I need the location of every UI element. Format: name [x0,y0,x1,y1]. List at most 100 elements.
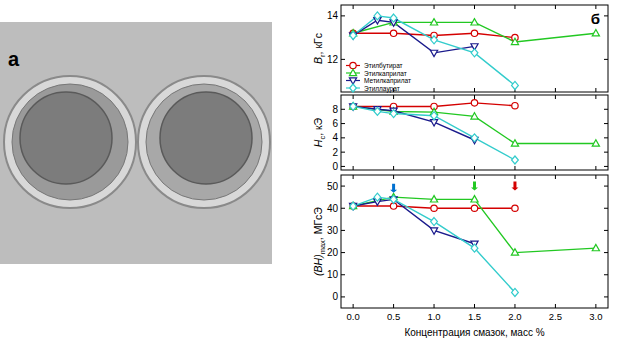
y-tick [341,230,345,231]
data-point [471,49,478,57]
y-tick-right [604,252,608,253]
data-point [430,196,437,202]
x-tick-label: 2.0 [508,311,521,322]
y-tick-label: 20 [327,247,339,258]
arrow [511,182,518,191]
plot-frame [341,175,608,308]
x-tick-top [393,175,394,179]
x-tick-top [555,175,556,179]
data-point [431,36,438,44]
x-tick-top [393,95,394,99]
data-point [471,100,477,106]
x-tick [514,166,515,170]
data-point [592,244,599,250]
y-tick-label: 40 [327,203,339,214]
x-tick [555,88,556,92]
data-point [471,30,477,36]
x-tick [555,166,556,170]
y-label-unit: , кЭ [312,117,324,135]
series-line [353,16,515,86]
y-tick [341,208,345,209]
data-point [350,202,357,210]
y-tick-right [604,166,608,167]
data-point [374,12,381,20]
panel: 0.00.51.01.52.02.53.001020304050(BH)max,… [312,175,608,338]
y-tick-right [604,109,608,110]
data-point [592,140,599,146]
panel-label: б [591,10,600,27]
photo [0,22,272,264]
series-line [353,199,474,243]
y-tick [341,186,345,187]
x-tick-top [434,5,435,9]
legend-label: Этиллаурат [364,85,400,93]
x-tick-top [353,175,354,179]
y-tick-label: 50 [327,181,339,192]
y-tick-right [604,137,608,138]
y-tick-right [604,15,608,16]
series-line [353,197,596,252]
cup-inner [146,84,262,200]
y-tick-label: 0 [332,161,338,172]
data-point [512,81,519,89]
data-point [471,19,478,25]
data-point [512,288,519,296]
data-area [350,100,600,164]
plot-frame [341,5,608,92]
y-tick-right [604,208,608,209]
y-tick-right [604,186,608,187]
figure: а1214Br, кГсЭтилбутиратЭтилкаприлатМетил… [0,0,620,353]
x-tick-label: 0.5 [387,311,400,322]
data-point [430,50,437,56]
y-tick-label: 6 [332,118,338,129]
y-tick-label: 14 [327,10,339,21]
x-tick [474,304,475,308]
x-tick-label: 3.0 [589,311,602,322]
x-tick-label: 1.0 [427,311,440,322]
data-point [350,102,357,110]
y-tick [341,15,345,16]
magnet-sample [160,92,252,184]
x-tick-top [474,95,475,99]
x-tick-top [555,5,556,9]
series-line [353,197,515,292]
data-point [512,205,518,211]
x-tick [474,88,475,92]
x-tick-top [514,95,515,99]
y-tick [341,296,345,297]
y-tick [341,109,345,110]
x-tick [353,166,354,170]
data-point [471,196,478,202]
y-tick-right [604,230,608,231]
x-tick-top [595,95,596,99]
data-area [350,12,600,90]
x-tick-top [595,5,596,9]
x-tick-top [514,175,515,179]
x-tick-top [353,5,354,9]
x-tick [434,304,435,308]
data-point [471,134,478,142]
magnet-sample [20,92,112,184]
x-tick-top [555,95,556,99]
x-tick-top [434,175,435,179]
series-line [353,106,596,143]
data-point [431,218,438,226]
x-tick-top [595,175,596,179]
y-tick-right [604,123,608,124]
y-axis-label: (BH)max, МГсЭ [312,207,327,276]
x-tick [393,166,394,170]
data-point [350,203,356,209]
x-tick [595,88,596,92]
y-tick-label: 0 [332,291,338,302]
x-tick-top [474,5,475,9]
x-axis-label: Концентрация смазок, масс % [404,327,544,338]
cup-rim [4,76,136,208]
y-axis-label: Hc, кЭ [312,117,327,147]
x-tick [595,304,596,308]
data-point [374,107,381,115]
x-tick-top [353,95,354,99]
data-point [430,19,437,25]
data-point [512,156,519,164]
data-area [350,193,600,296]
data-point [390,30,396,36]
